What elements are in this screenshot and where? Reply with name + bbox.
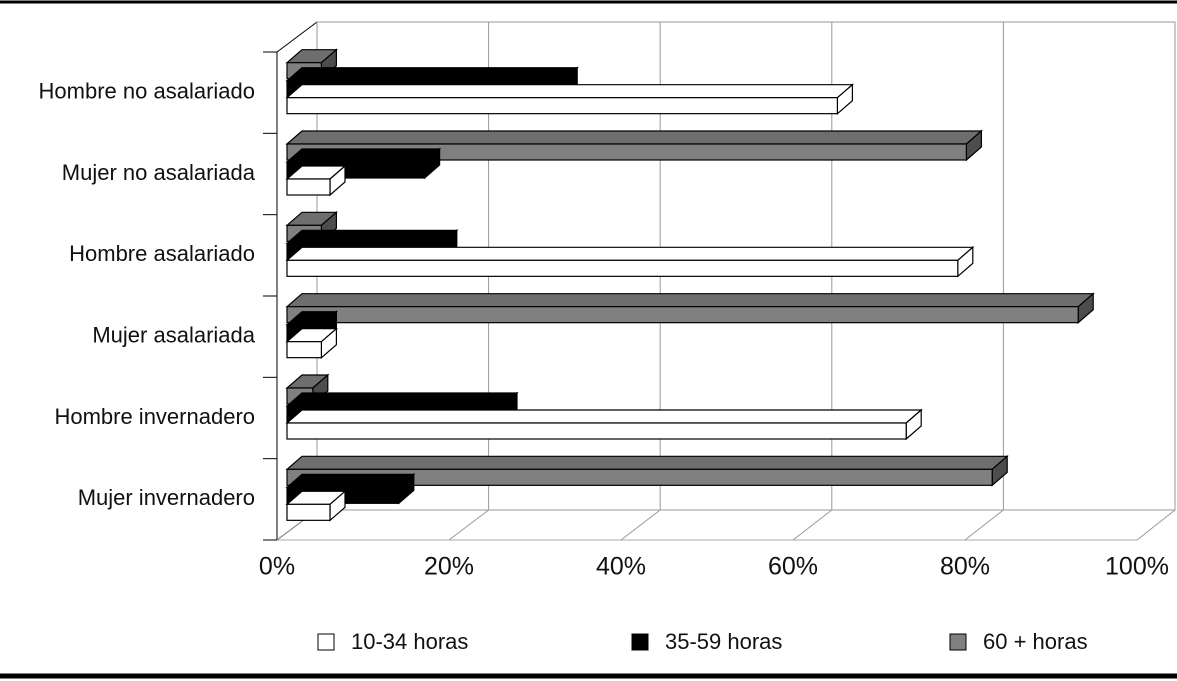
bar: [285, 129, 984, 162]
y-tick-label: Hombre invernadero: [54, 404, 255, 429]
legend-swatch: [949, 633, 967, 651]
bar-top: [285, 392, 519, 407]
bar: [285, 292, 1095, 324]
floor-line: [620, 509, 661, 541]
bar-front: [286, 306, 1079, 324]
y-tick-label: Mujer asalariada: [92, 322, 255, 347]
x-tick-label: 20%: [424, 553, 474, 581]
bar-front: [286, 341, 323, 359]
legend-swatch: [317, 633, 335, 651]
bar-front: [286, 178, 331, 196]
floor-line: [1136, 509, 1176, 541]
floor-line: [448, 509, 489, 541]
bar: [285, 164, 347, 197]
legend-label: 60 + horas: [983, 629, 1088, 654]
bar-top: [285, 84, 855, 99]
floor-line: [964, 509, 1004, 541]
bar-top: [285, 455, 1009, 470]
legend-label: 10-34 horas: [351, 629, 468, 654]
bar: [285, 83, 855, 115]
bar: [285, 246, 975, 278]
y-tick-label: Mujer invernadero: [78, 485, 255, 510]
wall-edge: [276, 21, 318, 53]
y-tick-label: Hombre asalariado: [69, 241, 255, 266]
x-tick-label: 100%: [1105, 553, 1169, 581]
floor-line: [792, 509, 833, 541]
bar-top: [285, 409, 923, 424]
y-tick-label: Hombre no asalariado: [39, 78, 255, 103]
bar-top: [285, 293, 1095, 308]
bar-top: [285, 229, 459, 244]
bar-front: [286, 97, 839, 115]
bar: [285, 327, 339, 359]
bar-top: [285, 148, 442, 163]
bar: [285, 455, 1009, 487]
bar-front: [286, 422, 907, 440]
bar-top: [285, 473, 416, 488]
x-tick-label: 0%: [259, 553, 295, 581]
bar-top: [285, 130, 984, 145]
bar-front: [286, 143, 968, 161]
x-tick-label: 40%: [596, 553, 646, 581]
bar-front: [286, 503, 331, 521]
bar-front: [286, 468, 993, 486]
bar: [285, 490, 347, 522]
bar-front: [286, 259, 959, 277]
bar: [285, 408, 923, 441]
y-tick-label: Mujer no asalariada: [62, 160, 256, 185]
x-tick-label: 60%: [768, 553, 818, 581]
x-tick-label: 80%: [940, 553, 990, 581]
legend-swatch: [631, 633, 649, 651]
bar-top: [285, 67, 579, 82]
bar-top: [285, 246, 975, 261]
legend-label: 35-59 horas: [665, 629, 782, 654]
